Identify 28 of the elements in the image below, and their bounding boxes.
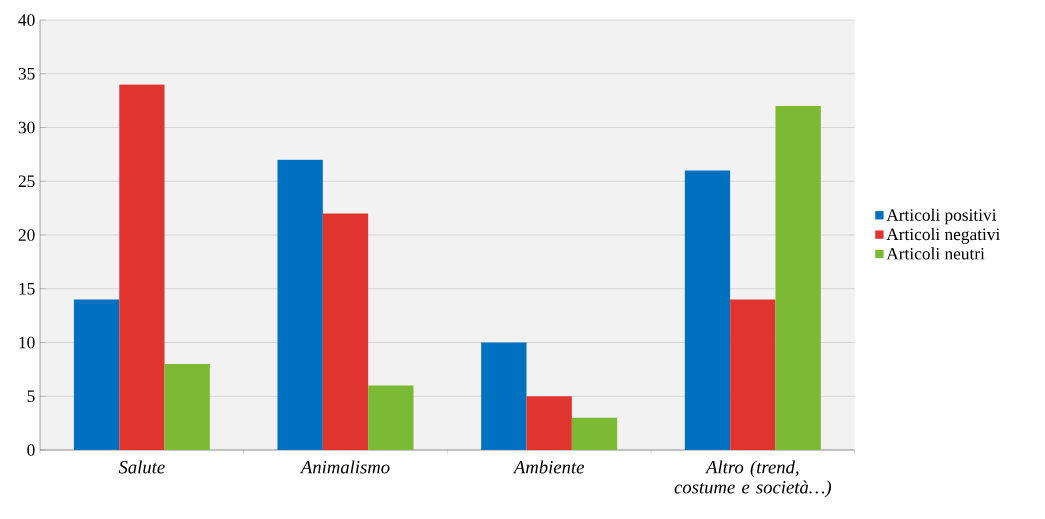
bar (164, 364, 210, 450)
x-tick-label: Animalismo (299, 460, 390, 474)
bar (73, 299, 120, 450)
bar (481, 342, 527, 450)
bar (571, 417, 618, 450)
y-tick-label: 0 (27, 444, 35, 456)
x-tick-label: Altro (trend, costume e società…) (674, 460, 832, 498)
y-tick-label: 40 (18, 14, 35, 26)
y-tick-label: 20 (18, 229, 35, 241)
legend-label: Articoli neutri (886, 247, 985, 260)
bar (526, 396, 572, 450)
bar (775, 106, 821, 450)
bar (684, 170, 731, 450)
y-tick-label: 35 (18, 67, 35, 80)
bar (277, 159, 323, 450)
y-tick-label: 30 (18, 121, 35, 134)
bar (322, 213, 369, 450)
y-tick-label: 10 (19, 336, 35, 349)
legend-label: Articoli negativi (886, 227, 1001, 244)
x-tick-label: Salute (118, 460, 165, 474)
x-tick-label: Ambiente (512, 460, 584, 474)
bar (368, 385, 414, 450)
y-tick-label: 25 (18, 175, 35, 188)
bar (119, 84, 165, 450)
bar (730, 299, 776, 450)
legend-label: Articoli positivi (886, 208, 997, 225)
y-tick-label: 5 (27, 390, 35, 403)
y-tick-label: 15 (19, 282, 35, 295)
